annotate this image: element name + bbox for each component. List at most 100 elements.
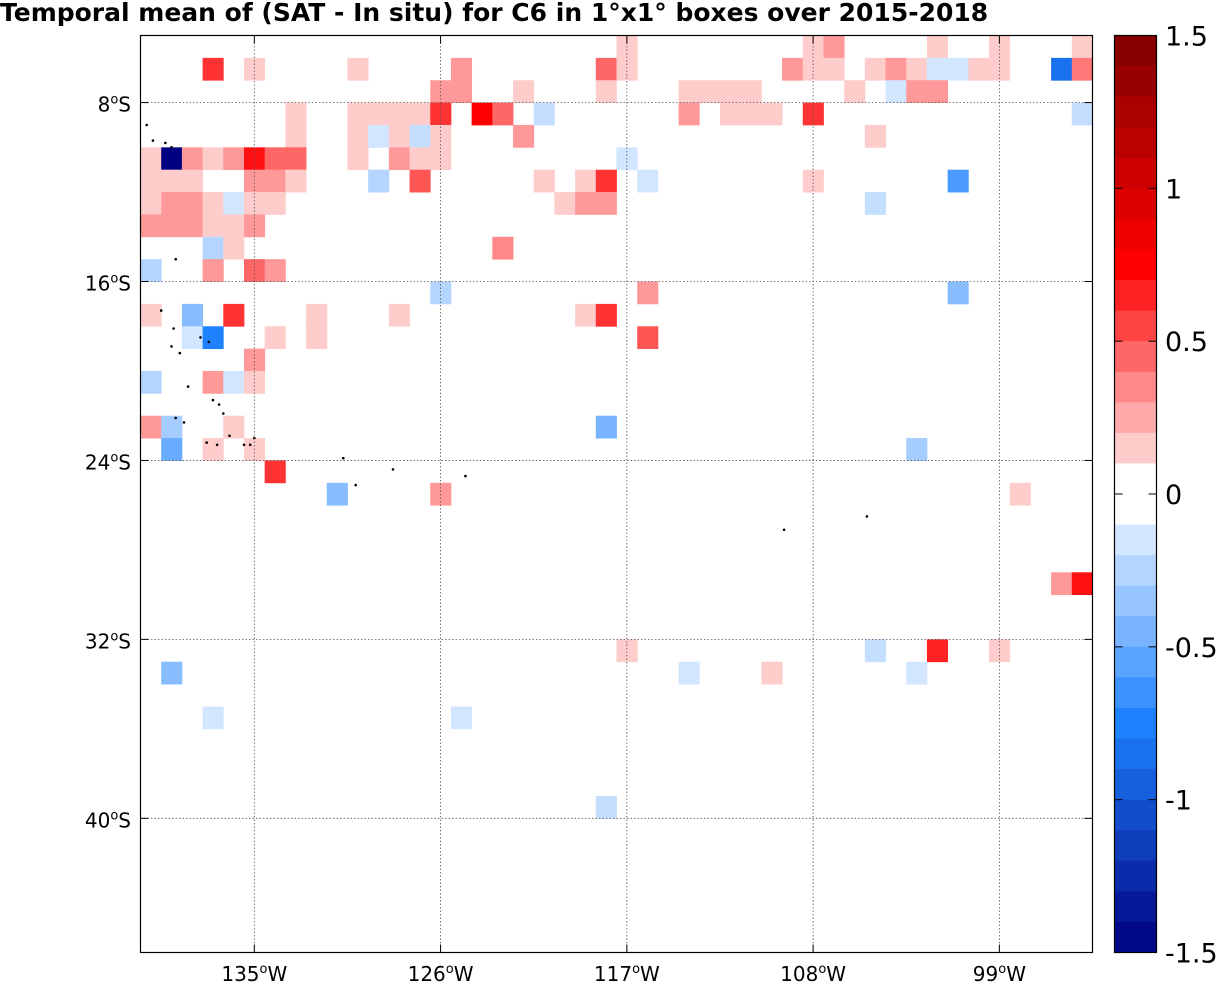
heatmap-cell <box>678 102 700 126</box>
colorbar-segment <box>1114 921 1157 953</box>
colorbar-segment <box>1114 310 1157 342</box>
heatmap-cell <box>347 57 369 81</box>
island-mark <box>170 146 173 149</box>
heatmap-cell <box>1051 572 1073 596</box>
heatmap-cell <box>947 281 969 305</box>
colorbar-segment <box>1114 860 1157 892</box>
heatmap-cell <box>306 326 328 350</box>
colorbar-tick-label: 1 <box>1165 174 1182 205</box>
island-mark <box>222 412 225 415</box>
heatmap-cell <box>409 169 431 193</box>
colorbar-tick-label: -1 <box>1165 786 1192 817</box>
heatmap-cell <box>181 214 203 238</box>
colorbar-segment <box>1114 494 1157 526</box>
island-mark <box>174 257 177 261</box>
heatmap-cell <box>202 706 224 730</box>
heatmap-cell <box>202 259 224 282</box>
heatmap-cell <box>637 326 659 350</box>
heatmap-cell <box>1071 102 1093 126</box>
heatmap-cell <box>802 169 824 193</box>
heatmap-cell <box>223 192 245 215</box>
y-tick-label: 16oS <box>85 272 131 296</box>
heatmap-cell <box>575 303 597 327</box>
heatmap-cell <box>223 236 245 260</box>
heatmap-cell <box>885 57 907 81</box>
heatmap-cell <box>347 102 369 126</box>
heatmap-cell <box>616 57 638 81</box>
heatmap-cell <box>637 169 659 193</box>
island-mark <box>342 456 345 460</box>
plot-frame <box>139 34 1094 954</box>
heatmap-cells <box>140 35 1093 819</box>
heatmap-cell <box>430 281 452 305</box>
colorbar-tick-label: -1.5 <box>1165 939 1218 970</box>
heatmap-cell <box>864 192 886 215</box>
heatmap-cell <box>906 57 928 81</box>
colorbar-segment <box>1114 341 1157 373</box>
colorbar-segment <box>1114 555 1157 587</box>
island-mark <box>151 139 155 142</box>
colorbar-segment <box>1114 524 1157 556</box>
colorbar-segment <box>1114 707 1157 740</box>
heatmap-cell <box>575 192 597 215</box>
heatmap-cell <box>140 192 162 215</box>
heatmap-cell <box>161 147 183 171</box>
colorbar-segment <box>1114 799 1157 831</box>
heatmap-cell <box>430 124 452 148</box>
island-mark <box>170 345 173 348</box>
heatmap-cell <box>450 80 473 103</box>
heatmap-cell <box>450 57 473 81</box>
heatmap-cell <box>533 169 555 193</box>
colorbar-segment <box>1114 249 1157 281</box>
heatmap-cell <box>264 259 286 282</box>
heatmap-cell <box>885 80 907 103</box>
heatmap-cell <box>409 124 431 148</box>
heatmap-cell <box>926 35 949 59</box>
island-mark <box>782 528 786 532</box>
heatmap-cell <box>926 57 949 81</box>
heatmap-cell <box>202 236 224 260</box>
heatmap-cell <box>140 259 162 282</box>
heatmap-cell <box>637 281 659 305</box>
heatmap-cell <box>989 57 1011 81</box>
heatmap-cell <box>243 169 266 193</box>
heatmap-cell <box>264 147 286 171</box>
heatmap-cell <box>140 415 162 439</box>
heatmap-cell <box>140 214 162 238</box>
x-tick-label: 117oW <box>594 962 660 984</box>
y-tick-label: 24oS <box>85 450 131 474</box>
heatmap-cell <box>202 147 224 171</box>
heatmap-cell <box>782 57 804 81</box>
heatmap-cell <box>1009 482 1031 506</box>
colorbar-segment <box>1114 402 1157 434</box>
heatmap-cell <box>181 147 203 171</box>
colorbar: 1.5 1 0.5 0 -0.5 -1 -1.5 <box>1113 22 1218 970</box>
heatmap-cell <box>223 415 245 439</box>
heatmap-cell <box>181 169 203 193</box>
heatmap-cell <box>678 80 700 103</box>
heatmap-cell <box>844 80 866 103</box>
heatmap-cell <box>368 102 390 126</box>
axis-ticks: 135oW 126oW 117oW 108oW 99oW 8oS 16oS 24oS 32oS 4… <box>85 35 1093 984</box>
heatmap-cell <box>161 415 183 439</box>
heatmap-cell <box>802 57 824 81</box>
heatmap-cell <box>471 102 493 126</box>
heatmap-cell <box>699 80 721 103</box>
heatmap-cell <box>202 370 224 394</box>
y-tick-label: 8oS <box>98 93 131 117</box>
heatmap-cell <box>575 169 597 193</box>
island-mark <box>865 515 869 518</box>
heatmap-cell <box>533 102 555 126</box>
heatmap-cell <box>492 236 514 260</box>
heatmap-cell <box>678 661 700 685</box>
heatmap-cell <box>388 124 410 148</box>
heatmap-cell <box>906 438 928 461</box>
heatmap-cell <box>202 326 224 350</box>
heatmap-cell <box>140 147 162 171</box>
island-mark <box>159 309 163 312</box>
heatmap-cell <box>223 147 245 171</box>
heatmap-cell <box>388 303 410 327</box>
heatmap-cell <box>202 57 224 81</box>
heatmap-cell <box>243 57 266 81</box>
